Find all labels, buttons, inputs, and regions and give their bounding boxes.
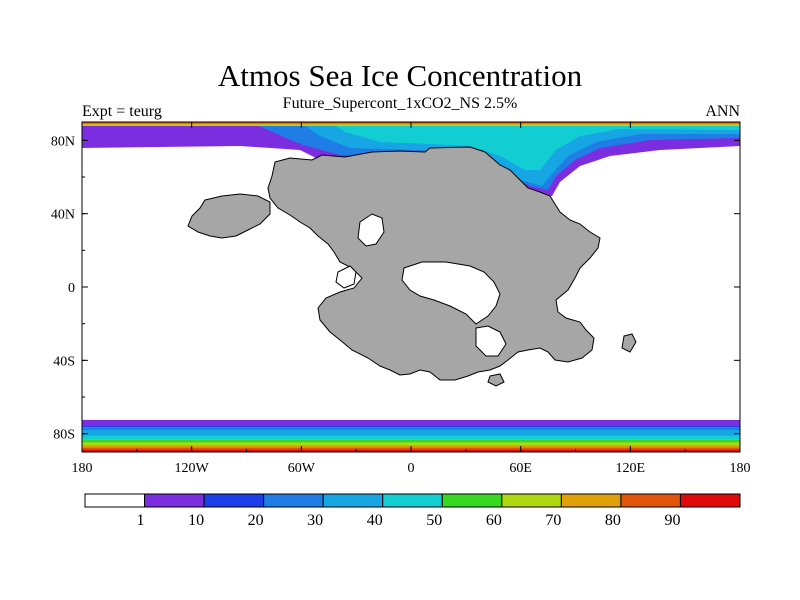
x-tick-label: 60W <box>288 461 316 476</box>
colorbar-box <box>382 493 443 508</box>
colorbar-label: 40 <box>367 512 383 529</box>
x-tick-label: 180 <box>730 461 751 476</box>
y-tick-label: 0 <box>68 281 75 296</box>
colorbar-box <box>322 493 384 508</box>
plot-subtitle: Future_Supercont_1xCO2_NS 2.5% <box>282 95 518 112</box>
season-label: ANN <box>705 103 740 120</box>
colorbar-label: 60 <box>486 512 502 529</box>
colorbar-label: 90 <box>664 512 680 529</box>
interior-sea-north <box>357 213 385 247</box>
western-landmass <box>187 193 271 239</box>
interior-sea-west <box>335 265 357 289</box>
x-tick-label: 0 <box>408 461 415 476</box>
y-tick-label: 40N <box>51 208 75 223</box>
x-tick-label: 60E <box>509 461 532 476</box>
experiment-label: Expt = teurg <box>82 103 162 120</box>
island-east <box>621 333 637 353</box>
colorbar-label: 20 <box>248 512 264 529</box>
colorbar-box <box>441 493 503 508</box>
axis-ticks: 180 120W 60W 0 60E 120E 180 80N 40N 0 40S 80S <box>51 122 751 476</box>
colorbar-label: 30 <box>307 512 323 529</box>
y-tick-label: 40S <box>53 354 75 369</box>
colorbar-label: 10 <box>188 512 204 529</box>
south-ice-band <box>82 435 740 440</box>
x-tick-label: 180 <box>72 461 93 476</box>
colorbar-box <box>144 493 205 508</box>
colorbar-label: 1 <box>137 512 145 529</box>
colorbar: 1 10 20 30 40 50 60 70 80 90 <box>84 493 741 529</box>
plot-title: Atmos Sea Ice Concentration <box>217 58 583 93</box>
south-ice-band <box>82 427 740 430</box>
south-ice-band <box>82 425 740 428</box>
x-tick-label: 120W <box>175 461 210 476</box>
land-mask <box>187 146 637 387</box>
y-tick-label: 80S <box>53 428 75 443</box>
north-ice-contour <box>330 122 740 170</box>
x-tick-label: 120E <box>616 461 646 476</box>
north-ice-edge <box>82 132 301 149</box>
south-ice-band <box>82 430 740 436</box>
interior-sea-south <box>475 325 507 357</box>
south-ice-band <box>82 419 740 426</box>
interior-sea-equatorial <box>401 261 501 325</box>
island-south <box>487 373 505 387</box>
colorbar-box <box>203 493 265 508</box>
y-tick-label: 80N <box>51 134 75 149</box>
colorbar-box <box>560 493 622 508</box>
colorbar-box <box>84 493 146 508</box>
colorbar-box <box>620 493 681 508</box>
colorbar-box <box>679 493 741 508</box>
sea-ice-field <box>82 122 740 452</box>
south-ice-band <box>82 442 740 446</box>
colorbar-box <box>263 493 324 508</box>
colorbar-label: 50 <box>426 512 442 529</box>
colorbar-label: 70 <box>545 512 561 529</box>
colorbar-label: 80 <box>605 512 621 529</box>
colorbar-box <box>501 493 562 508</box>
south-ice-band <box>82 439 740 443</box>
